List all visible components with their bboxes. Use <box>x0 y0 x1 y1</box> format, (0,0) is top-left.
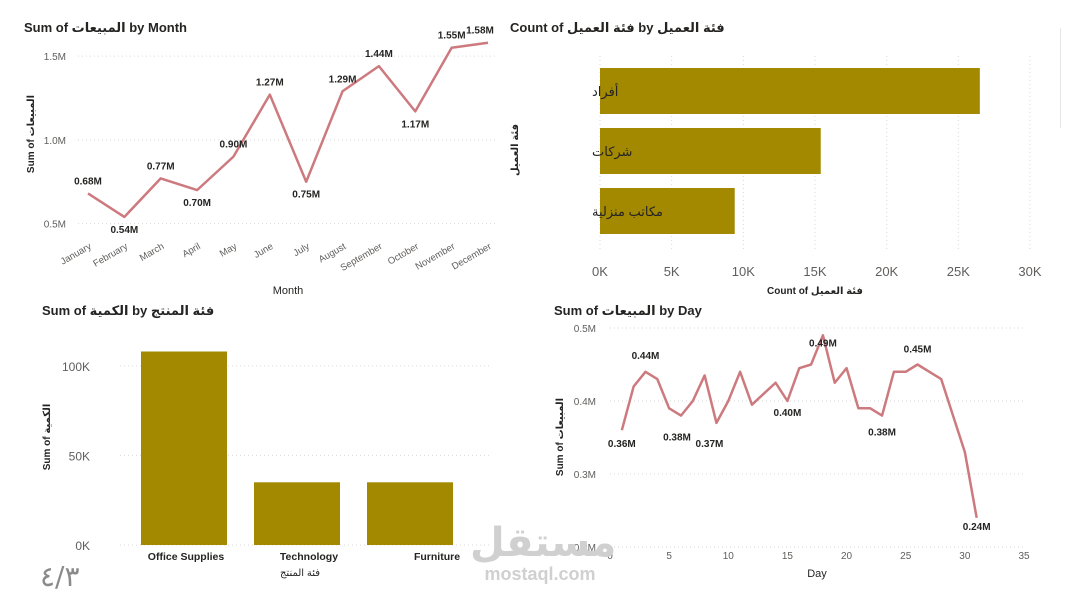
data-label: 0.49M <box>809 338 837 349</box>
x-tick-label: 10 <box>723 551 735 562</box>
data-label: 0.24M <box>963 522 991 533</box>
customer-chart-panel[interactable]: Count of فئة العميل by فئة العميل 0K 5K 10… <box>500 0 1060 300</box>
day-chart-title: Sum of المبيعات by Day <box>554 303 702 318</box>
month-chart-title: Sum of المبيعات by Month <box>24 20 188 35</box>
x-tick-label: 35 <box>1018 551 1030 562</box>
x-tick-label: 15K <box>803 264 826 279</box>
data-label: 0.45M <box>904 345 932 356</box>
y-tick-label: 1.0M <box>44 136 66 147</box>
x-tick-label: December <box>450 241 493 272</box>
x-tick-label: February <box>91 241 130 270</box>
x-tick-label: July <box>292 241 312 259</box>
bar-1 <box>254 482 340 545</box>
x-tick-label: April <box>181 241 203 260</box>
page-number: ٤/٣ <box>40 560 80 593</box>
data-label: 0.70M <box>183 198 211 209</box>
x-tick-label: May <box>218 241 239 260</box>
bar-1 <box>600 128 821 174</box>
data-label: 1.17M <box>401 119 429 130</box>
bar-0 <box>600 68 980 114</box>
x-tick-label: 25 <box>900 551 912 562</box>
data-label: 0.37M <box>696 439 724 450</box>
y-tick-label: 0.5M <box>574 324 596 335</box>
x-tick-label: March <box>138 241 166 264</box>
x-tick-label: September <box>339 241 385 274</box>
month-line-chart[interactable]: 0.5M 1.0M 1.5M 0.68M 0.54M 0.77M 0.70M 0.90M 1.2… <box>0 0 520 300</box>
y-tick-label: 100K <box>62 360 90 374</box>
product-chart-panel[interactable]: Sum of الكمية by فئة المنتج 0K 50K 100K Off… <box>0 300 520 599</box>
x-tick-label: 25K <box>947 264 970 279</box>
x-axis-title: Count of فئة العميل <box>767 286 863 297</box>
data-label: 0.40M <box>774 408 802 419</box>
x-axis-title: Day <box>807 568 827 580</box>
x-tick-label: 20K <box>875 264 898 279</box>
x-tick-label: Office Supplies <box>148 551 225 563</box>
x-tick-label: 20 <box>841 551 853 562</box>
y-tick-label: 0.2M <box>574 543 596 554</box>
x-tick-label: 30 <box>959 551 971 562</box>
data-label: 0.54M <box>110 225 138 236</box>
x-tick-label: November <box>414 241 457 272</box>
customer-bar-chart[interactable]: 0K 5K 10K 15K 20K 25K 30K أفراد شركات مكاتب منزلي… <box>500 0 1060 300</box>
bar-2 <box>600 188 735 234</box>
data-label: 0.75M <box>292 190 320 201</box>
panel-divider <box>1060 28 1061 128</box>
y-tick-label: 0.4M <box>574 397 596 408</box>
y-tick-label: 0.5M <box>44 220 66 231</box>
watermark-arabic: مستقل <box>470 520 617 566</box>
x-tick-label: 0K <box>592 264 608 279</box>
product-bar-chart[interactable]: 0K 50K 100K Office Supplies Technology Furnit… <box>0 300 520 599</box>
bar-2 <box>367 482 453 545</box>
y-tick-label: شركات <box>592 144 632 160</box>
x-axis-title: Month <box>273 285 304 297</box>
x-tick-label: June <box>252 241 275 261</box>
product-chart-title: Sum of الكمية by فئة المنتج <box>42 303 215 318</box>
data-label: 0.38M <box>868 428 896 439</box>
y-axis-title: Sum of الكمية <box>42 404 53 471</box>
y-axis-title: Sum of المبيعات <box>26 95 37 173</box>
x-tick-label: January <box>59 241 94 268</box>
data-label: 1.44M <box>365 49 393 60</box>
y-tick-label: أفراد <box>592 83 618 100</box>
customer-chart-title: Count of فئة العميل by فئة العميل <box>510 20 725 35</box>
y-tick-label: مكاتب منزلية <box>592 204 663 220</box>
x-tick-label: 0 <box>607 551 613 562</box>
x-tick-label: 5 <box>666 551 672 562</box>
data-label: 0.90M <box>220 140 248 151</box>
data-label: 1.58M <box>466 26 494 37</box>
month-series-line <box>87 41 489 219</box>
x-tick-label: 5K <box>664 264 680 279</box>
x-tick-label: 30K <box>1018 264 1041 279</box>
x-tick-label: Furniture <box>414 551 460 563</box>
data-label: 0.36M <box>608 439 636 450</box>
x-axis-title: فئة المنتج <box>280 568 320 579</box>
x-tick-label: Technology <box>280 551 338 563</box>
y-tick-label: 1.5M <box>44 52 66 63</box>
data-label: 0.77M <box>147 161 175 172</box>
x-tick-label: 10K <box>732 264 755 279</box>
data-label: 1.27M <box>256 78 284 89</box>
day-chart-panel[interactable]: Sum of المبيعات by Day 0.2M 0.3M 0.4M 0.5M 0… <box>520 300 1060 599</box>
y-tick-label: 50K <box>69 449 90 463</box>
data-label: 1.55M <box>438 31 466 42</box>
data-label: 0.44M <box>632 351 660 362</box>
x-tick-label: 15 <box>782 551 794 562</box>
day-series-line <box>620 334 978 519</box>
mostaql-watermark: مستقل mostaql.com <box>470 520 617 584</box>
data-label: 1.29M <box>329 74 357 85</box>
y-tick-label: 0K <box>75 539 90 553</box>
data-label: 0.68M <box>74 176 102 187</box>
y-tick-label: 0.3M <box>574 470 596 481</box>
y-axis-title: Sum of المبيعات <box>555 398 566 476</box>
bar-0 <box>141 351 227 545</box>
y-axis-title: فئة العميل <box>510 124 521 176</box>
month-chart-panel[interactable]: Sum of المبيعات by Month 0.5M 1.0M 1.5M 0.6… <box>0 0 520 300</box>
data-label: 0.38M <box>663 433 691 444</box>
day-line-chart[interactable]: 0.2M 0.3M 0.4M 0.5M 0 5 10 15 20 25 30 35 0.36M 0.44M… <box>520 300 1060 599</box>
watermark-latin: mostaql.com <box>484 564 596 584</box>
